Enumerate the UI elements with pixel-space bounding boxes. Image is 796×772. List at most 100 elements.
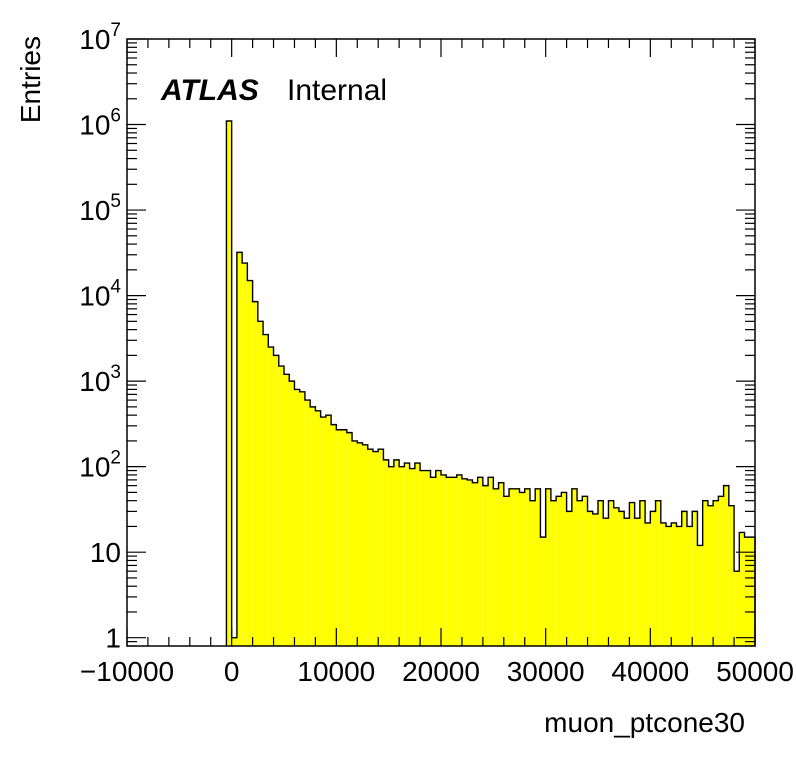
histogram-bar [331, 424, 337, 646]
histogram-bar [671, 522, 677, 646]
histogram-bar [639, 500, 646, 646]
histogram-bar [629, 502, 635, 646]
histogram-bar [420, 470, 426, 646]
y-axis-title: Entries [15, 36, 46, 123]
histogram-bar [336, 429, 342, 646]
histogram-bar [592, 513, 598, 646]
histogram-bar [263, 334, 269, 646]
histogram-bar [603, 518, 609, 646]
histogram-bar [404, 463, 410, 646]
histogram-bar [441, 474, 447, 646]
histogram-bar [461, 478, 468, 646]
histogram-bar [571, 488, 578, 646]
histogram-bar [613, 507, 619, 646]
histogram-bar [399, 466, 405, 646]
histogram-bar [383, 459, 389, 646]
histogram-bar [446, 477, 452, 646]
histogram-bar [550, 500, 557, 646]
histogram-bar [409, 468, 415, 646]
y-tick-label: 1 [105, 623, 121, 654]
histogram-bar [393, 459, 400, 646]
histogram-bar [655, 500, 661, 646]
histogram-bar [707, 505, 714, 646]
histogram-bar [456, 474, 462, 646]
histogram-bar [577, 500, 583, 646]
histogram-bar [681, 511, 687, 646]
histogram-bar [346, 432, 353, 646]
plot-frame [126, 38, 756, 647]
y-tick-label: 107 [79, 20, 121, 55]
x-tick-label: −10000 [80, 656, 174, 687]
histogram-bar [561, 492, 567, 646]
histogram-bar [352, 440, 358, 646]
histogram-bar [242, 263, 248, 646]
histogram-bar [666, 526, 672, 646]
y-tick-label: 103 [79, 362, 121, 397]
histogram-bar [723, 485, 729, 646]
x-tick-label: 40000 [611, 656, 689, 687]
x-axis-title: muon_ptcone30 [544, 707, 745, 738]
histogram-bar [634, 518, 640, 646]
histogram-bar [467, 479, 473, 646]
histogram-bar [284, 374, 290, 646]
histogram-bar [367, 449, 373, 646]
histogram-bar [488, 477, 494, 646]
histogram-bar [587, 511, 593, 646]
y-tick-label: 10 [90, 537, 121, 568]
histogram-bar [231, 637, 237, 646]
histogram-bar [310, 406, 316, 646]
x-tick-label: 30000 [507, 656, 585, 687]
histogram-bar [650, 511, 656, 646]
y-tick-label: 105 [79, 191, 121, 226]
histogram-bar [257, 321, 264, 646]
histogram-bar [304, 400, 311, 646]
histogram-bar [498, 482, 504, 646]
histogram-bar [618, 511, 625, 646]
y-tick-label: 104 [79, 277, 121, 312]
histogram-bar [247, 280, 253, 646]
histogram-bar [519, 492, 525, 646]
histogram-bar [252, 301, 258, 646]
y-tick-label: 106 [79, 106, 121, 141]
histogram-bars [225, 120, 756, 646]
histogram-bar [535, 488, 541, 646]
histogram-bar [362, 444, 368, 646]
histogram-bar [372, 451, 379, 646]
histogram-bar [749, 537, 755, 646]
histogram-bar [320, 417, 326, 646]
internal-label: Internal [287, 74, 387, 107]
x-tick-label: 0 [224, 656, 240, 687]
x-tick-label: 50000 [716, 656, 794, 687]
histogram-bar [718, 496, 724, 646]
histogram-bar [357, 442, 363, 646]
histogram-bar [697, 545, 703, 646]
histogram-bar [624, 518, 630, 646]
histogram-bar [728, 505, 735, 646]
histogram-bar [236, 252, 243, 646]
y-tick-label: 102 [79, 448, 121, 483]
histogram-bar [676, 526, 682, 646]
histogram-bar [226, 120, 232, 646]
histogram-bar [388, 466, 394, 646]
histogram-bar [268, 347, 274, 646]
histogram-bar [378, 449, 384, 646]
histogram-bar [451, 477, 457, 646]
histogram-bar [299, 391, 305, 646]
histogram-bar [660, 522, 667, 646]
histogram-bar [529, 500, 536, 646]
histogram-bar [289, 381, 295, 646]
histogram-bar [503, 496, 510, 646]
histogram-bar [713, 500, 719, 646]
histogram-bar [430, 477, 436, 646]
axis-ticks [126, 38, 756, 647]
histogram-bar [692, 511, 698, 646]
histogram-bar [278, 366, 284, 646]
histogram-bar [493, 488, 499, 646]
histogram-bar [702, 500, 708, 646]
x-tick-label: 10000 [297, 656, 375, 687]
histogram-bar [414, 463, 421, 646]
histogram-bar [734, 571, 740, 646]
histogram-bar [482, 485, 489, 646]
histogram-bar [582, 496, 588, 646]
